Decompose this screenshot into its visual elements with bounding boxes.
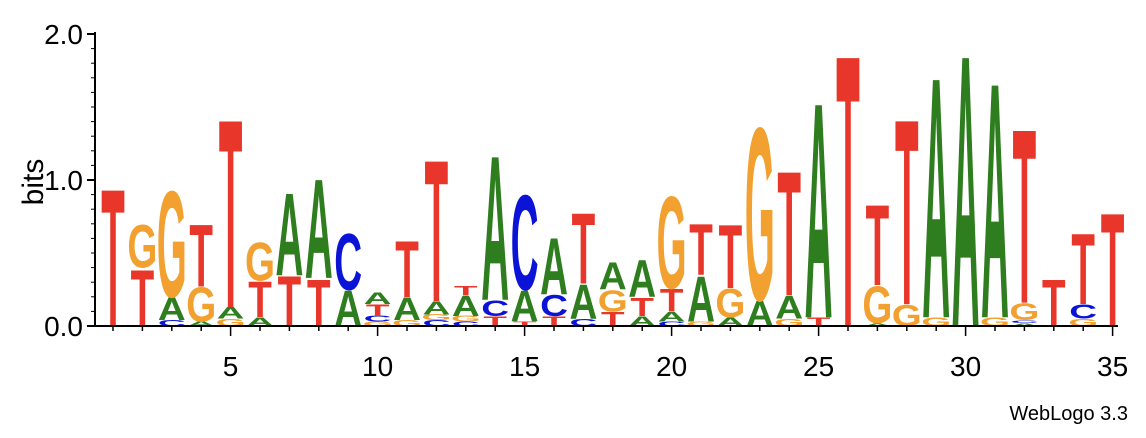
logo-letter-T: T xyxy=(660,282,684,318)
logo-letter-T: T xyxy=(630,292,654,322)
logo-letter-T: T xyxy=(425,118,449,344)
logo-letter-T: T xyxy=(307,266,331,341)
logo-letter-G: G xyxy=(245,232,275,293)
logo-letter-G: G xyxy=(774,317,804,329)
logo-letter-A: A xyxy=(658,309,686,325)
logo-letter-T: T xyxy=(454,283,478,299)
logo-letter-A: A xyxy=(158,291,186,327)
x-tick-label: 20 xyxy=(656,351,687,382)
logo-letter-A: A xyxy=(481,112,509,344)
logo-letter-C: C xyxy=(1010,319,1038,324)
logo-letter-G: G xyxy=(862,275,892,334)
logo-letter-G: G xyxy=(598,285,628,318)
logo-letter-T: T xyxy=(248,271,272,328)
x-tick-label: 5 xyxy=(223,351,239,382)
x-tick-label: 35 xyxy=(1097,351,1128,382)
logo-letter-T: T xyxy=(601,308,625,331)
logo-letter-A: A xyxy=(187,320,215,327)
x-ticks: 5 10 15 20 25 30 35 xyxy=(112,326,1128,382)
y-tick-label: 2.0 xyxy=(44,19,83,50)
logo-letter-C: C xyxy=(481,295,509,320)
logo-letter-T: T xyxy=(1101,179,1125,361)
logo-letter-G: G xyxy=(715,281,745,326)
logo-letter-T: T xyxy=(777,135,801,334)
logo-letter-T: T xyxy=(131,254,155,343)
logo-letter-A: A xyxy=(540,222,568,311)
logo-letter-C: C xyxy=(658,320,686,327)
logo-letter-C: C xyxy=(422,319,450,328)
logo-letter-T: T xyxy=(1042,266,1066,341)
logo-letter-A: A xyxy=(217,304,245,322)
logo-letter-A: A xyxy=(422,299,450,319)
logo-letter-A: A xyxy=(922,5,950,390)
logo-letter-G: G xyxy=(1009,298,1039,325)
logo-letter-A: A xyxy=(569,275,597,329)
logo-letter-T: T xyxy=(836,0,860,409)
logo-letter-C: C xyxy=(364,314,392,323)
logo-letter-A: A xyxy=(305,151,333,309)
logo-letter-G: G xyxy=(157,160,187,330)
logo-letter-T: T xyxy=(719,206,743,308)
logo-letter-A: A xyxy=(511,281,539,331)
logo-letter-T: T xyxy=(1013,76,1037,356)
logo-letter-G: G xyxy=(657,169,687,317)
logo-letter-A: A xyxy=(364,290,392,308)
logo-letter-T: T xyxy=(513,320,537,327)
logo-letter-C: C xyxy=(334,218,362,307)
logo-letter-C: C xyxy=(452,320,480,327)
logo-letter-G: G xyxy=(421,313,451,322)
y-tick-label: 0.0 xyxy=(44,311,83,342)
logo-letter-A: A xyxy=(452,291,480,323)
logo-letter-T: T xyxy=(366,302,390,320)
logo-letter-A: A xyxy=(599,256,627,299)
logo-letter-A: A xyxy=(863,322,891,327)
logo-letter-T: T xyxy=(101,150,125,369)
y-ticks: 0.0 1.0 2.0 xyxy=(44,19,95,342)
logo-letter-T: T xyxy=(219,63,243,364)
x-tick-label: 25 xyxy=(803,351,834,382)
logo-letter-C: C xyxy=(158,319,186,328)
logo-letter-A: A xyxy=(775,290,803,326)
x-tick-label: 10 xyxy=(362,351,393,382)
logo-letter-T: T xyxy=(1071,214,1095,326)
logo-letter-A: A xyxy=(393,291,421,327)
logo-letter-C: C xyxy=(540,290,568,323)
logo-letter-C: C xyxy=(511,168,539,319)
logo-letter-G: G xyxy=(451,314,481,323)
logo-letter-G: G xyxy=(186,278,216,332)
logo-letter-G: G xyxy=(686,320,716,327)
logo-letter-C: C xyxy=(569,317,597,329)
logo-letter-T: T xyxy=(689,210,713,291)
credit-label: WebLogo 3.3 xyxy=(1009,403,1128,425)
logo-letter-T: T xyxy=(395,225,419,314)
y-tick-label: 1.0 xyxy=(44,165,83,196)
logo-letter-G: G xyxy=(392,319,422,328)
logo-letter-A: A xyxy=(952,0,980,409)
logo-letter-A: A xyxy=(687,264,715,336)
logo-letter-A: A xyxy=(981,12,1009,389)
logo-letter-G: G xyxy=(745,76,775,353)
logo-letter-T: T xyxy=(866,182,890,311)
x-tick-label: 15 xyxy=(509,351,540,382)
logo-letter-G: G xyxy=(1068,317,1098,329)
logo-letter-A: A xyxy=(1010,322,1038,327)
y-axis-title: bits xyxy=(17,159,50,206)
logo-letter-T: T xyxy=(895,65,919,362)
logo-letter-A: A xyxy=(275,169,303,301)
logo-letter-T: T xyxy=(572,194,596,306)
logo-letter-T: T xyxy=(278,263,302,343)
logo-letter-G: G xyxy=(127,213,157,281)
logo-letter-C: C xyxy=(1069,300,1097,323)
logo-letter-T: T xyxy=(189,206,213,306)
x-tick-label: 30 xyxy=(950,351,981,382)
logo-letter-A: A xyxy=(628,249,656,308)
logo-letter-G: G xyxy=(363,320,393,327)
logo-letter-G: G xyxy=(216,317,246,329)
